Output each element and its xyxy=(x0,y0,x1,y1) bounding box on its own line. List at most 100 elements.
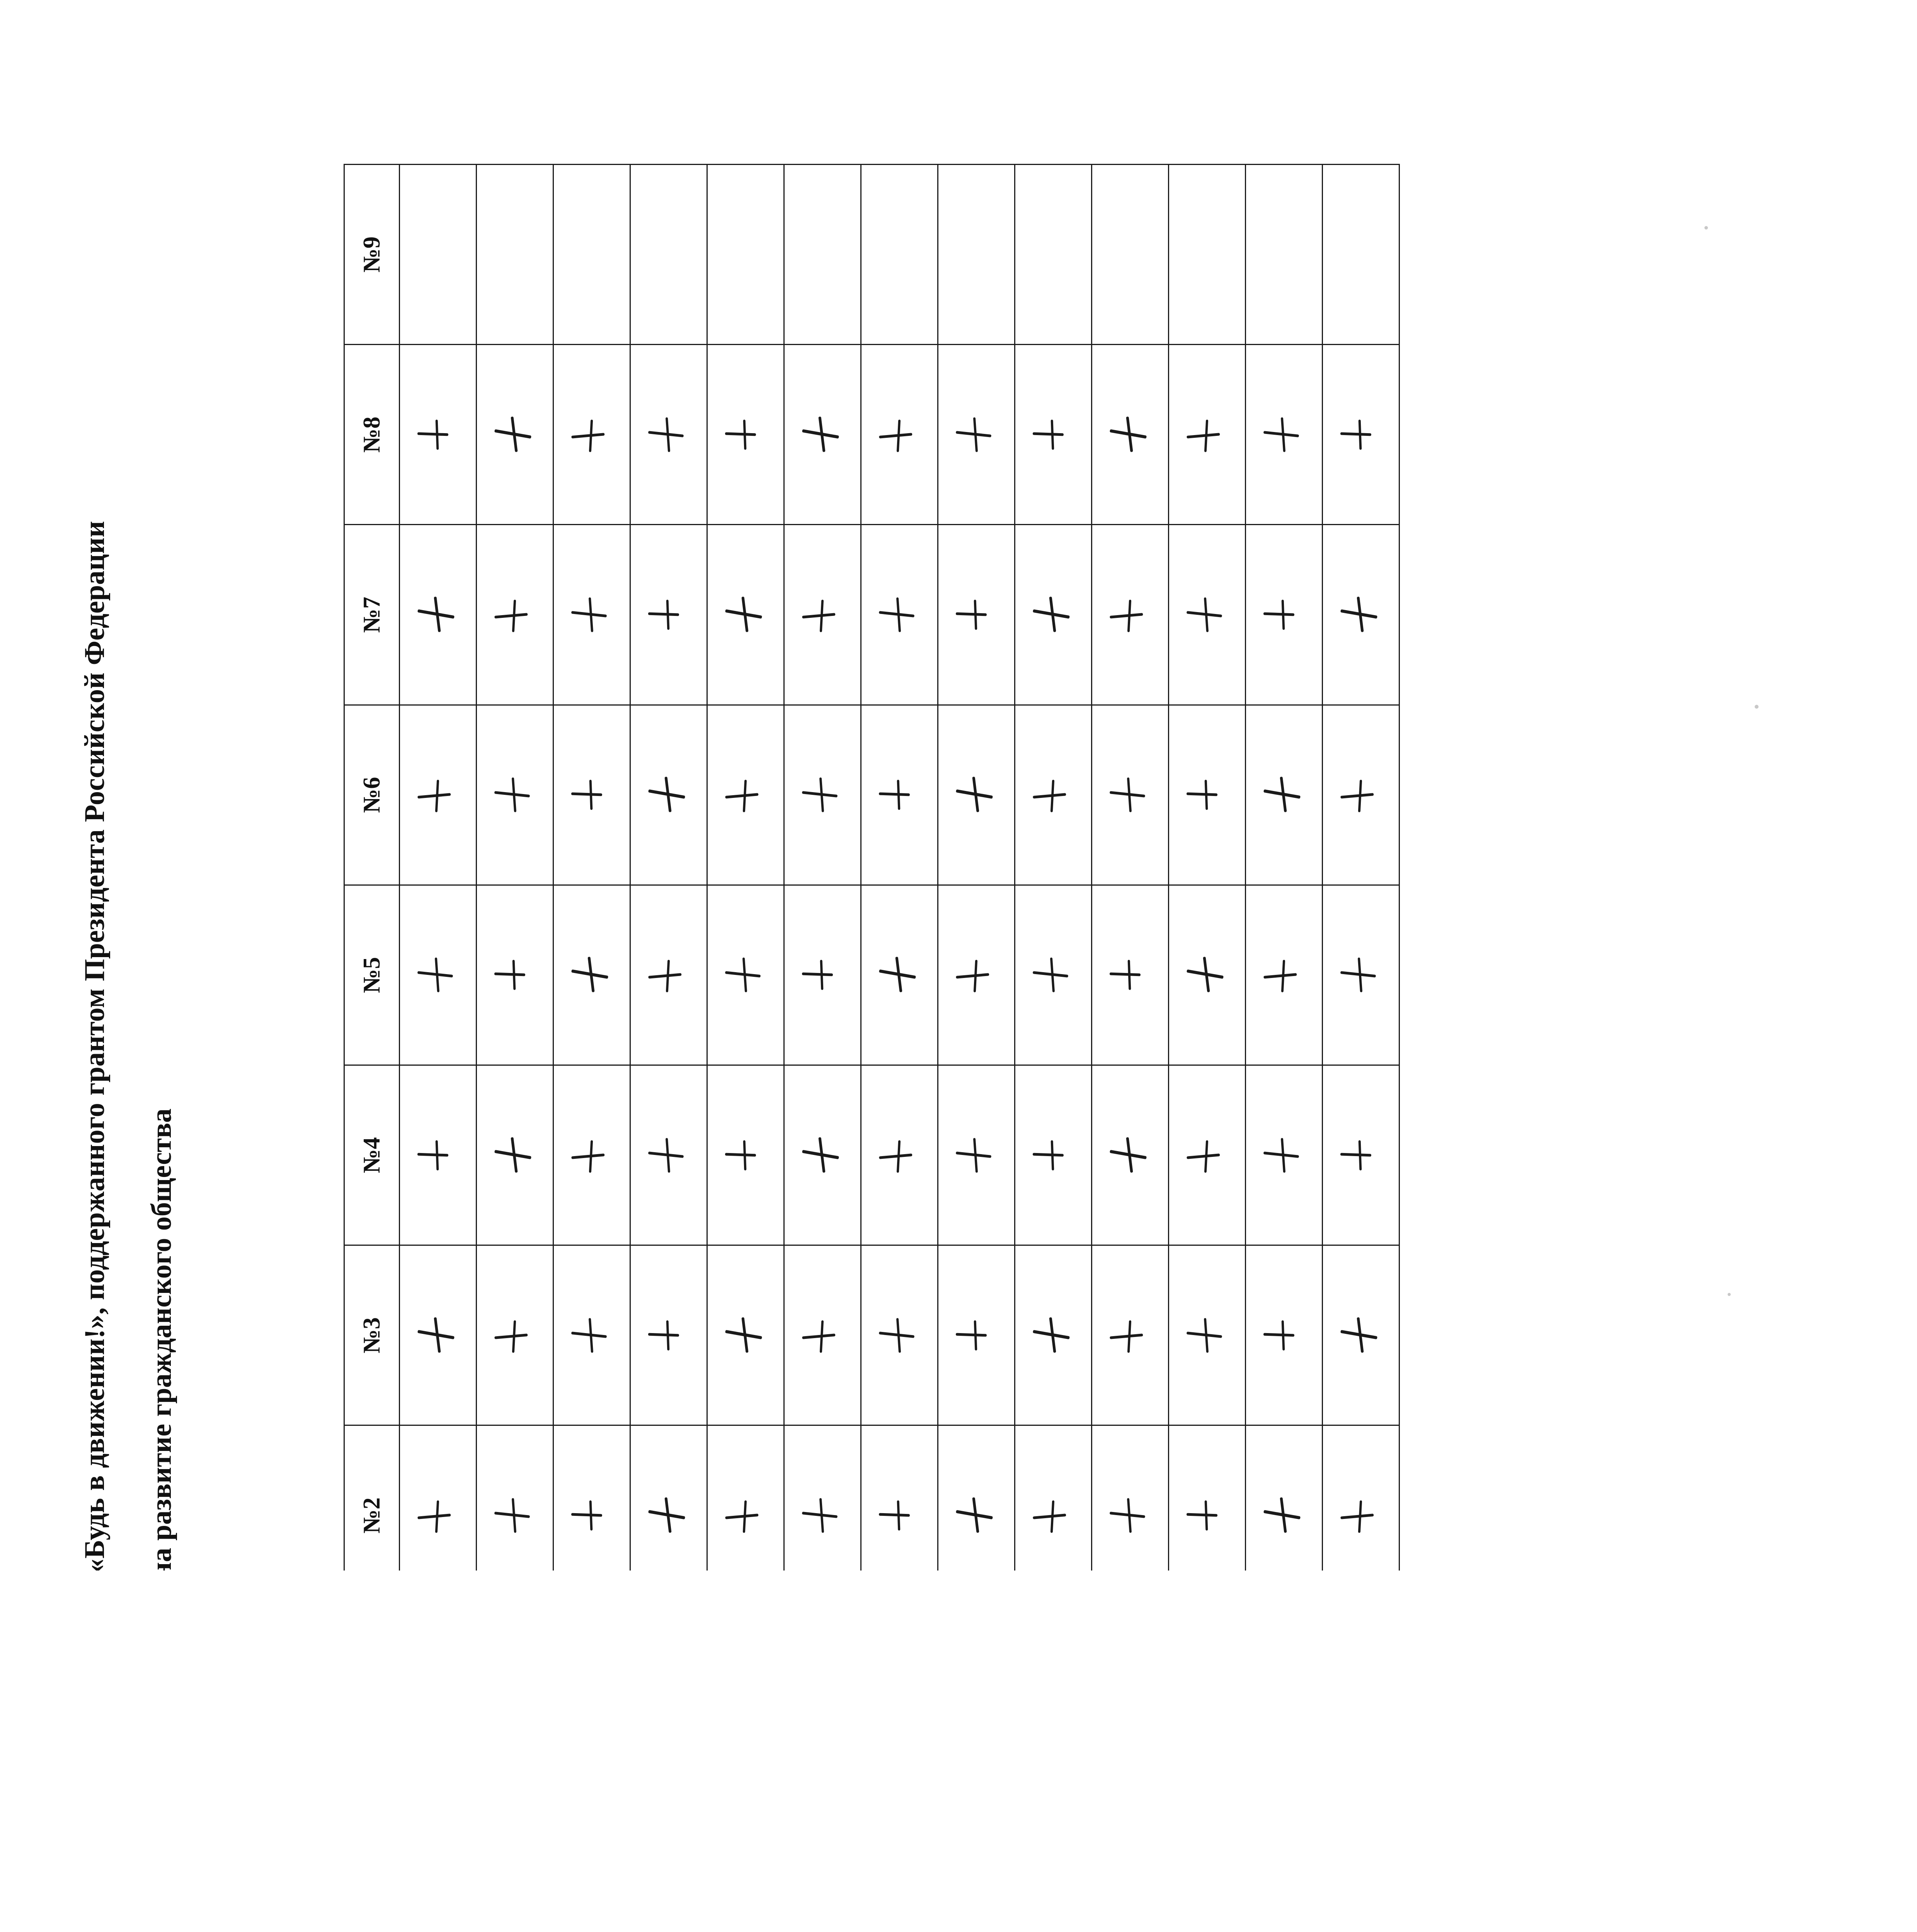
attendance-cell-day-8[interactable] xyxy=(553,345,630,525)
participant-name-cell[interactable]: Кротышова Катерина Олеговна xyxy=(630,1786,707,1932)
attendance-cell-day-7[interactable] xyxy=(707,525,784,705)
attendance-cell-day-3[interactable] xyxy=(861,1245,938,1425)
attendance-cell-day-7[interactable] xyxy=(861,525,938,705)
attendance-cell-day-7[interactable] xyxy=(784,525,861,705)
attendance-cell-day-5[interactable] xyxy=(861,885,938,1065)
attendance-cell-day-4[interactable] xyxy=(938,1065,1015,1245)
attendance-cell-day-8[interactable] xyxy=(1246,345,1323,525)
attendance-cell-day-5[interactable] xyxy=(784,885,861,1065)
participant-name-cell[interactable]: Васильева Анна Ильинична xyxy=(861,1786,938,1932)
attendance-cell-day-8[interactable] xyxy=(938,345,1015,525)
attendance-cell-day-3[interactable] xyxy=(1015,1245,1092,1425)
attendance-cell-day-4[interactable] xyxy=(1092,1065,1169,1245)
attendance-cell-day-3[interactable] xyxy=(477,1245,553,1425)
attendance-cell-day-3[interactable] xyxy=(1246,1245,1323,1425)
attendance-cell-day-2[interactable] xyxy=(1246,1425,1323,1605)
attendance-cell-day-8[interactable] xyxy=(1323,345,1399,525)
attendance-cell-day-2[interactable] xyxy=(1323,1425,1399,1605)
attendance-cell-day-7[interactable] xyxy=(400,525,477,705)
attendance-cell-day-6[interactable] xyxy=(784,705,861,885)
attendance-cell-day-2[interactable] xyxy=(784,1425,861,1605)
attendance-cell-day-6[interactable] xyxy=(861,705,938,885)
attendance-cell-day-1[interactable] xyxy=(553,1605,630,1786)
attendance-cell-day-5[interactable] xyxy=(1246,885,1323,1065)
attendance-cell-day-7[interactable] xyxy=(938,525,1015,705)
attendance-cell-day-1[interactable] xyxy=(1323,1605,1399,1786)
attendance-cell-day-1[interactable] xyxy=(938,1605,1015,1786)
attendance-cell-day-8[interactable] xyxy=(477,345,553,525)
attendance-cell-day-4[interactable] xyxy=(400,1065,477,1245)
attendance-cell-day-6[interactable] xyxy=(630,705,707,885)
attendance-cell-day-1[interactable] xyxy=(1246,1605,1323,1786)
attendance-cell-day-2[interactable] xyxy=(553,1425,630,1605)
participant-name-cell[interactable]: Ильина Инна Алексеевна xyxy=(1169,1786,1246,1932)
participant-name-cell[interactable]: Карпова Ирина Юрьевна xyxy=(938,1786,1015,1932)
attendance-cell-day-4[interactable] xyxy=(1246,1065,1323,1245)
attendance-cell-day-3[interactable] xyxy=(553,1245,630,1425)
attendance-cell-day-3[interactable] xyxy=(630,1245,707,1425)
attendance-cell-day-8[interactable] xyxy=(400,345,477,525)
attendance-cell-day-1[interactable] xyxy=(1092,1605,1169,1786)
attendance-cell-day-7[interactable] xyxy=(1169,525,1246,705)
attendance-cell-day-4[interactable] xyxy=(707,1065,784,1245)
attendance-cell-day-1[interactable] xyxy=(1015,1605,1092,1786)
attendance-cell-day-9[interactable] xyxy=(553,165,630,345)
participant-name-cell[interactable]: Савкина Ирина Олеговна xyxy=(1092,1786,1169,1932)
attendance-cell-day-3[interactable] xyxy=(938,1245,1015,1425)
attendance-cell-day-7[interactable] xyxy=(1323,525,1399,705)
attendance-cell-day-6[interactable] xyxy=(1015,705,1092,885)
attendance-cell-day-9[interactable] xyxy=(938,165,1015,345)
attendance-cell-day-2[interactable] xyxy=(630,1425,707,1605)
attendance-cell-day-4[interactable] xyxy=(630,1065,707,1245)
attendance-cell-day-7[interactable] xyxy=(630,525,707,705)
participant-name-cell[interactable]: Солонникова Александра Валерьевна xyxy=(707,1786,784,1932)
attendance-cell-day-7[interactable] xyxy=(477,525,553,705)
participant-name-cell[interactable]: Фёдорова Ксения Петровна xyxy=(784,1786,861,1932)
attendance-cell-day-1[interactable] xyxy=(861,1605,938,1786)
attendance-cell-day-4[interactable] xyxy=(1323,1065,1399,1245)
attendance-cell-day-9[interactable] xyxy=(784,165,861,345)
attendance-cell-day-8[interactable] xyxy=(630,345,707,525)
attendance-cell-day-9[interactable] xyxy=(1092,165,1169,345)
attendance-cell-day-2[interactable] xyxy=(1015,1425,1092,1605)
attendance-cell-day-9[interactable] xyxy=(1015,165,1092,345)
attendance-cell-day-7[interactable] xyxy=(1246,525,1323,705)
participant-name-cell[interactable]: Садовникова Олеся Юрьевна xyxy=(1015,1786,1092,1932)
attendance-cell-day-4[interactable] xyxy=(1169,1065,1246,1245)
attendance-cell-day-4[interactable] xyxy=(1015,1065,1092,1245)
attendance-cell-day-5[interactable] xyxy=(1092,885,1169,1065)
attendance-cell-day-9[interactable] xyxy=(630,165,707,345)
attendance-cell-day-9[interactable] xyxy=(1246,165,1323,345)
attendance-cell-day-2[interactable] xyxy=(938,1425,1015,1605)
attendance-cell-day-6[interactable] xyxy=(1092,705,1169,885)
attendance-cell-day-4[interactable] xyxy=(861,1065,938,1245)
attendance-cell-day-6[interactable] xyxy=(553,705,630,885)
attendance-cell-day-3[interactable] xyxy=(1169,1245,1246,1425)
attendance-cell-day-1[interactable] xyxy=(707,1605,784,1786)
attendance-cell-day-2[interactable] xyxy=(477,1425,553,1605)
attendance-cell-day-8[interactable] xyxy=(1015,345,1092,525)
attendance-cell-day-1[interactable] xyxy=(630,1605,707,1786)
attendance-cell-day-3[interactable] xyxy=(784,1245,861,1425)
attendance-cell-day-5[interactable] xyxy=(553,885,630,1065)
attendance-cell-day-1[interactable] xyxy=(477,1605,553,1786)
attendance-cell-day-9[interactable] xyxy=(861,165,938,345)
attendance-cell-day-4[interactable] xyxy=(784,1065,861,1245)
attendance-cell-day-1[interactable] xyxy=(784,1605,861,1786)
attendance-cell-day-2[interactable] xyxy=(1092,1425,1169,1605)
attendance-cell-day-4[interactable] xyxy=(477,1065,553,1245)
attendance-cell-day-8[interactable] xyxy=(1092,345,1169,525)
attendance-cell-day-5[interactable] xyxy=(477,885,553,1065)
attendance-cell-day-2[interactable] xyxy=(1169,1425,1246,1605)
attendance-cell-day-2[interactable] xyxy=(400,1425,477,1605)
attendance-cell-day-1[interactable] xyxy=(1169,1605,1246,1786)
attendance-cell-day-4[interactable] xyxy=(553,1065,630,1245)
attendance-cell-day-6[interactable] xyxy=(707,705,784,885)
attendance-cell-day-5[interactable] xyxy=(1323,885,1399,1065)
attendance-cell-day-5[interactable] xyxy=(938,885,1015,1065)
attendance-cell-day-7[interactable] xyxy=(1092,525,1169,705)
attendance-cell-day-6[interactable] xyxy=(1323,705,1399,885)
participant-name-cell[interactable]: Волохар Владимир Андреевич xyxy=(477,1786,553,1932)
attendance-cell-day-6[interactable] xyxy=(1169,705,1246,885)
attendance-cell-day-9[interactable] xyxy=(707,165,784,345)
